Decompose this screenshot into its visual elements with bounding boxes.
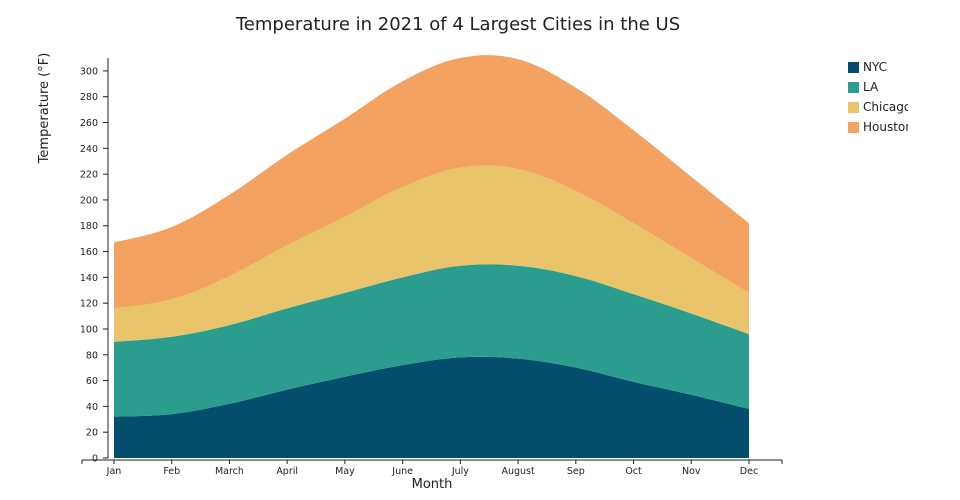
x-tick-label: May bbox=[335, 466, 355, 477]
y-tick-label: 300 bbox=[80, 66, 98, 77]
x-tick-label: Oct bbox=[625, 466, 642, 477]
legend-swatch bbox=[848, 101, 859, 113]
y-tick-label: 280 bbox=[80, 92, 98, 103]
y-tick-label: 100 bbox=[80, 324, 98, 335]
y-tick-label: 260 bbox=[80, 118, 98, 129]
legend-item-houston[interactable]: Houston bbox=[848, 117, 908, 137]
legend-item-nyc[interactable]: NYC bbox=[848, 57, 908, 77]
y-tick-label: 40 bbox=[86, 402, 98, 413]
y-tick-label: 120 bbox=[80, 299, 98, 310]
x-tick-label: Nov bbox=[682, 466, 701, 477]
x-tick-label: Jan bbox=[106, 466, 122, 477]
legend-label: Chicago bbox=[863, 100, 908, 114]
y-axis-title: Temperature (°F) bbox=[37, 53, 52, 165]
x-axis-title: Month bbox=[412, 477, 453, 492]
legend-label: NYC bbox=[863, 60, 888, 74]
x-tick-label: Dec bbox=[740, 466, 758, 477]
legend-label: Houston bbox=[863, 120, 908, 134]
y-tick-label: 180 bbox=[80, 221, 98, 232]
legend-item-la[interactable]: LA bbox=[848, 77, 908, 97]
x-tick-label: August bbox=[501, 466, 535, 477]
x-tick-label: July bbox=[451, 466, 469, 477]
legend-swatch bbox=[848, 81, 859, 93]
y-tick-label: 200 bbox=[80, 195, 98, 206]
area-series-houston bbox=[114, 55, 749, 309]
y-tick-label: 240 bbox=[80, 144, 98, 155]
legend-swatch bbox=[848, 61, 859, 73]
legend-item-chicago[interactable]: Chicago bbox=[848, 97, 908, 117]
y-tick-label: 80 bbox=[86, 350, 98, 361]
x-tick-label: April bbox=[276, 466, 298, 477]
area-series-chicago bbox=[114, 165, 749, 342]
chart-title: Temperature in 2021 of 4 Largest Cities … bbox=[235, 14, 681, 35]
y-tick-label: 60 bbox=[86, 376, 98, 387]
x-tick-label: March bbox=[215, 466, 244, 477]
x-tick-label: June bbox=[391, 466, 413, 477]
y-tick-label: 220 bbox=[80, 170, 98, 181]
legend: NYC LA Chicago Houston bbox=[848, 57, 908, 137]
y-tick-label: 20 bbox=[86, 428, 98, 439]
area-series-nyc bbox=[114, 356, 749, 458]
area-series-la bbox=[114, 264, 749, 417]
legend-label: LA bbox=[863, 80, 879, 94]
y-tick-label: 0 bbox=[92, 454, 98, 465]
x-tick-label: Feb bbox=[163, 466, 180, 477]
y-tick-label: 140 bbox=[80, 273, 98, 284]
area-layer bbox=[114, 55, 749, 458]
x-tick-label: Sep bbox=[567, 466, 585, 477]
axes-layer: 0 20 40 60 80 100 120 140 160 180 200 220 240 260 280 3… bbox=[80, 58, 783, 477]
legend-swatch bbox=[848, 121, 859, 133]
y-tick-label: 160 bbox=[80, 247, 98, 258]
